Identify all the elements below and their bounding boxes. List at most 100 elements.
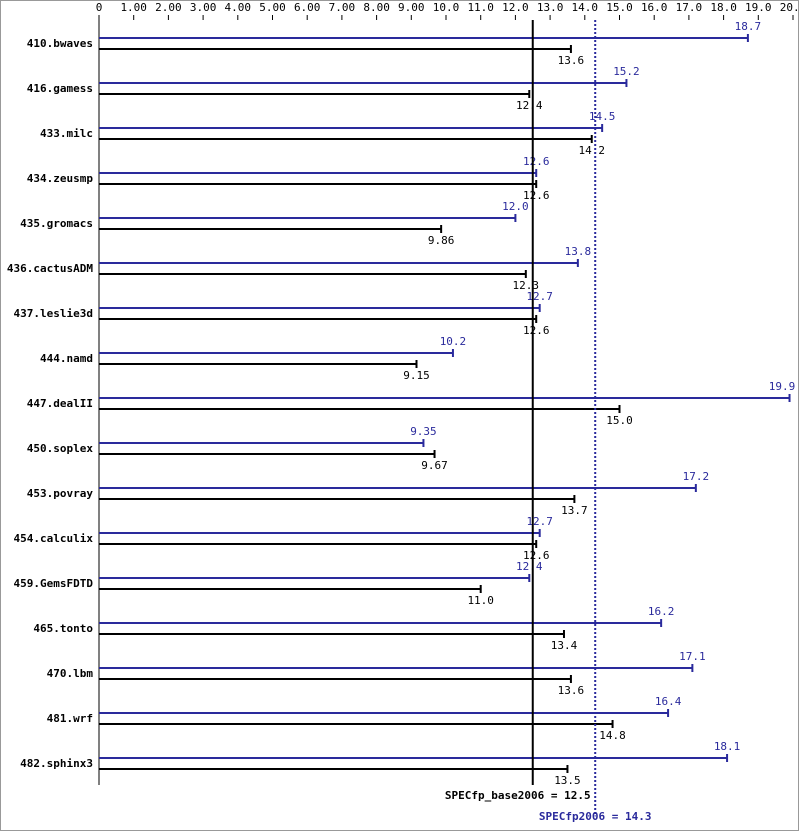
x-tick-label: 9.00 — [398, 1, 425, 14]
value-label: 16.4 — [655, 695, 682, 708]
bar — [99, 34, 749, 42]
value-label: 11.0 — [467, 594, 494, 607]
value-label: 15.2 — [613, 65, 640, 78]
bar — [99, 720, 614, 728]
bar — [99, 304, 541, 312]
x-tick-label: 8.00 — [363, 1, 390, 14]
value-label: 12.6 — [523, 549, 550, 562]
value-label: 19.9 — [769, 380, 796, 393]
value-label: 12.6 — [523, 189, 550, 202]
category-label: 437.leslie3d — [14, 307, 93, 320]
category-label: 410.bwaves — [27, 37, 93, 50]
bar — [99, 675, 572, 683]
value-label: 13.7 — [561, 504, 588, 517]
bar — [99, 259, 579, 267]
x-tick-label: 14.0 — [572, 1, 599, 14]
value-label: 17.1 — [679, 650, 706, 663]
bar — [99, 585, 482, 593]
bar — [99, 79, 628, 87]
value-label: 9.86 — [428, 234, 455, 247]
bar — [99, 529, 541, 537]
x-tick-label: 7.00 — [329, 1, 356, 14]
value-label: 15.0 — [606, 414, 633, 427]
value-label: 13.4 — [551, 639, 578, 652]
category-label: 482.sphinx3 — [20, 757, 93, 770]
value-label: 14.2 — [578, 144, 605, 157]
category-label: 453.povray — [27, 487, 94, 500]
x-tick-label: 13.0 — [537, 1, 564, 14]
bar — [99, 439, 425, 447]
value-label: 16.2 — [648, 605, 675, 618]
x-tick-label: 0 — [96, 1, 103, 14]
category-label: 450.soplex — [27, 442, 94, 455]
value-label: 18.1 — [714, 740, 741, 753]
value-label: 12.4 — [516, 560, 543, 573]
value-label: 12.6 — [523, 155, 550, 168]
category-label: 454.calculix — [14, 532, 94, 545]
category-label: 465.tonto — [33, 622, 93, 635]
value-label: 13.6 — [558, 684, 585, 697]
category-label: 433.milc — [40, 127, 93, 140]
reference-label: SPECfp_base2006 = 12.5 — [445, 789, 591, 802]
x-tick-label: 11.0 — [467, 1, 494, 14]
x-tick-label: 15.0 — [606, 1, 633, 14]
bar — [99, 169, 538, 177]
category-label: 436.cactusADM — [7, 262, 93, 275]
category-label: 416.gamess — [27, 82, 93, 95]
x-tick-label: 4.00 — [225, 1, 252, 14]
x-tick-label: 20.0 — [780, 1, 799, 14]
x-tick-label: 6.00 — [294, 1, 321, 14]
value-label: 14.5 — [589, 110, 616, 123]
bar — [99, 180, 538, 188]
bar — [99, 765, 569, 773]
reference-label: SPECfp2006 = 14.3 — [539, 810, 652, 823]
x-tick-label: 18.0 — [710, 1, 737, 14]
bar — [99, 754, 729, 762]
value-label: 12.7 — [526, 515, 553, 528]
bar — [99, 574, 531, 582]
bar — [99, 315, 538, 323]
value-label: 13.8 — [565, 245, 592, 258]
bar — [99, 394, 791, 402]
x-tick-label: 2.00 — [155, 1, 182, 14]
value-label: 12.0 — [502, 200, 529, 213]
value-label: 9.15 — [403, 369, 430, 382]
x-tick-label: 1.00 — [120, 1, 147, 14]
value-label: 12.7 — [526, 290, 553, 303]
x-tick-label: 5.00 — [259, 1, 286, 14]
bar — [99, 619, 663, 627]
value-label: 10.2 — [440, 335, 467, 348]
category-label: 434.zeusmp — [27, 172, 94, 185]
bar — [99, 484, 697, 492]
bar — [99, 495, 576, 503]
value-label: 14.8 — [599, 729, 626, 742]
bar — [99, 45, 572, 53]
bar — [99, 90, 531, 98]
category-label: 444.namd — [40, 352, 93, 365]
x-tick-label: 10.0 — [433, 1, 460, 14]
category-label: 459.GemsFDTD — [14, 577, 94, 590]
category-label: 470.lbm — [47, 667, 94, 680]
bar — [99, 709, 670, 717]
bar — [99, 540, 538, 548]
bar — [99, 214, 517, 222]
bar — [99, 124, 604, 132]
bar — [99, 630, 565, 638]
bar — [99, 664, 694, 672]
x-tick-label: 17.0 — [676, 1, 703, 14]
value-label: 9.35 — [410, 425, 437, 438]
bar — [99, 450, 436, 458]
x-tick-label: 19.0 — [745, 1, 772, 14]
category-label: 435.gromacs — [20, 217, 93, 230]
x-tick-label: 3.00 — [190, 1, 217, 14]
value-label: 9.67 — [421, 459, 448, 472]
category-label: 447.dealII — [27, 397, 93, 410]
bar — [99, 360, 418, 368]
bar — [99, 270, 527, 278]
bar — [99, 135, 593, 143]
x-tick-label: 16.0 — [641, 1, 668, 14]
value-label: 12.6 — [523, 324, 550, 337]
value-label: 13.5 — [554, 774, 581, 787]
value-label: 13.6 — [558, 54, 585, 67]
